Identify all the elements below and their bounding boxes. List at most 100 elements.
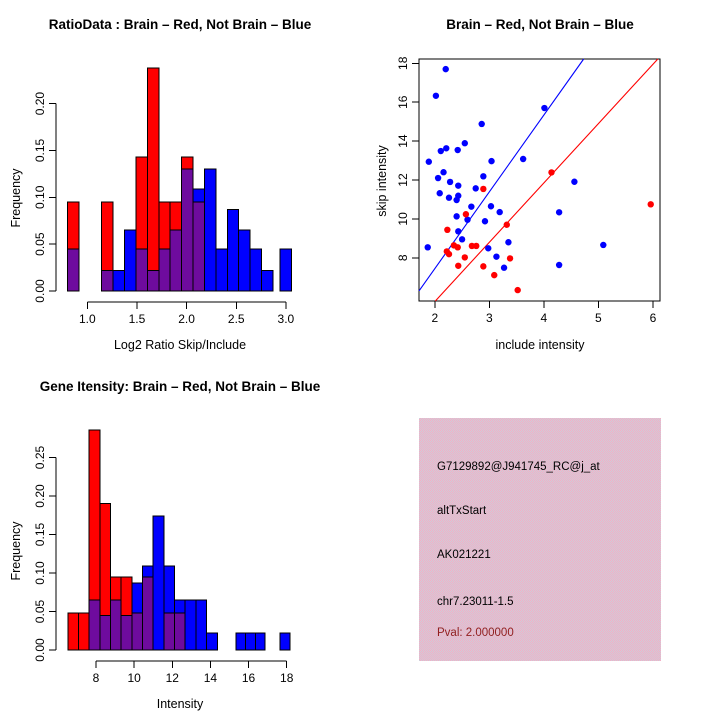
scatter-point-blue [453, 213, 460, 220]
x-tick-label: 2.0 [178, 312, 195, 326]
scatter-point-blue [455, 228, 462, 235]
scatter-point-blue [436, 190, 443, 197]
scatter-point-red [491, 271, 498, 279]
y-tick-label: 0.05 [33, 599, 47, 623]
hist-bar [261, 269, 274, 292]
hist-bar [238, 229, 251, 292]
scatter-point-blue [425, 158, 433, 165]
scatter-point-red [548, 169, 555, 176]
scatter-point-blue [485, 245, 492, 252]
hist-bar [142, 565, 154, 578]
gene-accession: AK021221 [437, 549, 491, 561]
panel-gene-histogram: Gene Itensity: Brain – Red, Not Brain – … [0, 360, 360, 720]
x-tick-label: 4 [541, 311, 548, 325]
x-tick-label: 12 [166, 671, 180, 685]
scatter-point-blue [600, 241, 607, 249]
scatter-point-blue [571, 178, 578, 185]
hist-bar [184, 599, 197, 651]
hist-bar [279, 632, 291, 651]
scatter-point-blue [541, 104, 548, 112]
gene-histogram-ylabel: Frequency [9, 521, 23, 581]
hist-bar-overlap [142, 576, 154, 651]
gene-histogram-title: Gene Itensity: Brain – Red, Not Brain – … [39, 379, 321, 394]
scatter-point-red [461, 254, 469, 261]
hist-bar-overlap [163, 612, 176, 651]
scatter-point-red [455, 262, 462, 269]
ratio-histogram-plot: 0.00 0.05 0.10 0.15 0.20 1.0 1.5 2.0 2.5 3.0 [33, 67, 295, 326]
x-tick-label: 8 [93, 671, 100, 685]
hist-bar [181, 156, 194, 170]
y-tick-label: 14 [396, 134, 410, 148]
x-tick-label: 14 [204, 671, 218, 685]
hist-bar [226, 208, 240, 292]
y-tick-label: 0.05 [33, 232, 47, 256]
panel-intensity-scatter: Brain – Red, Not Brain – Blue 2 3 4 5 6 8 10 12… [360, 0, 720, 360]
hist-bar [169, 201, 183, 231]
scatter-point-red [473, 242, 480, 250]
hist-bar-overlap [169, 229, 183, 292]
scatter-point-blue [555, 209, 563, 216]
y-tick-label: 18 [396, 56, 410, 70]
hist-bar-overlap [131, 612, 144, 651]
hist-bar [195, 599, 208, 651]
x-tick-label: 1.5 [129, 312, 146, 326]
y-tick-label: 0.00 [33, 279, 47, 303]
hist-bar [163, 565, 176, 614]
hist-bar [152, 515, 165, 651]
hist-bar [158, 201, 171, 250]
hist-bar-overlap [181, 168, 194, 292]
hist-bar-overlap [120, 614, 133, 651]
scatter-point-red [462, 211, 470, 218]
y-tick-label: 8 [396, 254, 410, 261]
hist-bar [279, 248, 292, 292]
scatter-point-blue [468, 203, 475, 210]
gene-pval: Pval: 2.000000 [437, 627, 514, 639]
hist-bar [124, 229, 137, 292]
ratio-histogram-xlabel: Log2 Ratio Skip/Include [113, 338, 247, 352]
scatter-point-blue [496, 208, 503, 216]
scatter-point-red [506, 255, 514, 262]
x-tick-label: 18 [280, 671, 294, 685]
y-tick-label: 16 [396, 95, 410, 109]
hist-bar [174, 599, 186, 614]
scatter-point-blue [455, 182, 462, 189]
x-tick-label: 16 [242, 671, 256, 685]
hist-bar [206, 632, 218, 651]
scatter-title: Brain – Red, Not Brain – Blue [446, 17, 634, 32]
scatter-point-blue [464, 216, 471, 223]
hist-bar [131, 582, 144, 614]
scatter-point-blue [437, 147, 445, 155]
hist-bar [120, 576, 133, 616]
hist-bar-overlap [174, 612, 186, 651]
scatter-point-blue [478, 120, 485, 128]
hist-bar-overlap [101, 269, 114, 292]
scatter-point-blue [487, 203, 495, 210]
hist-bar [66, 201, 80, 250]
scatter-point-blue [442, 65, 449, 73]
x-tick-label: 1.0 [79, 312, 96, 326]
scatter-point-blue [555, 261, 563, 269]
hist-bar [77, 612, 90, 651]
fit-line-red [434, 58, 659, 302]
hist-bar-overlap [99, 614, 111, 651]
hist-bar [245, 632, 256, 651]
scatter-ylabel: skip intensity [375, 145, 389, 217]
scatter-point-red [647, 201, 654, 208]
scatter-point-red [514, 286, 521, 294]
scatter-point-blue [472, 185, 479, 192]
scatter-point-blue [454, 146, 461, 154]
hist-bar [112, 269, 126, 292]
scatter-point-red [480, 263, 487, 270]
y-tick-label: 0.20 [33, 484, 47, 508]
scatter-point-blue [443, 145, 450, 152]
hist-bar [88, 429, 101, 601]
x-tick-label: 2.5 [228, 312, 245, 326]
scatter-point-blue [505, 239, 512, 246]
hist-bar [109, 576, 122, 601]
scatter-point-blue [461, 140, 469, 147]
x-tick-label: 3.0 [278, 312, 295, 326]
hist-bar [67, 612, 79, 651]
y-tick-label: 0.25 [33, 445, 47, 469]
hist-bar [203, 168, 217, 292]
hist-bar [249, 248, 263, 292]
